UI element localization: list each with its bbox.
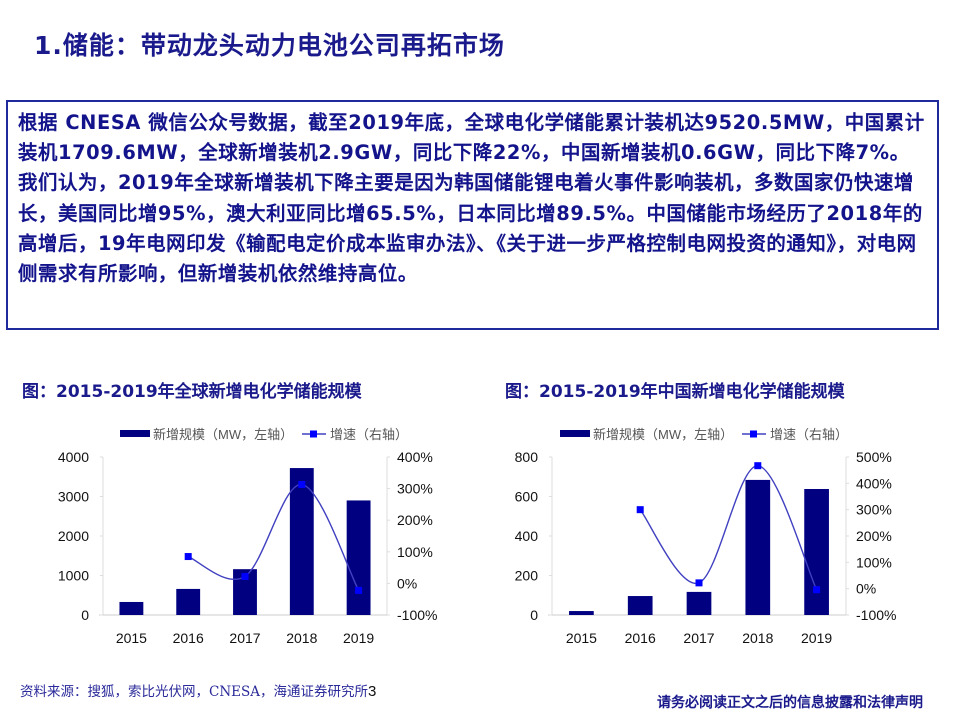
legend-bar-label: 新增规模（MW，左轴） <box>593 427 733 442</box>
chart-title-china: 图：2015-2019年中国新增电化学储能规模 <box>505 382 845 402</box>
x-tick: 2018 <box>286 630 317 646</box>
growth-marker <box>355 586 363 594</box>
bar-2019 <box>346 500 371 615</box>
page-number: 3 <box>368 683 377 700</box>
bar-2015 <box>119 601 144 615</box>
legend-bar-swatch <box>120 430 150 437</box>
x-tick: 2017 <box>229 630 260 646</box>
disclaimer: 请务必阅读正文之后的信息披露和法律声明 <box>657 695 923 711</box>
chart-china-svg: 新增规模（MW，左轴） 增速（右轴） 0 200 400 600 800 -100% 0% 100… <box>515 427 897 646</box>
y-right-tick: 300% <box>397 481 433 497</box>
summary-box: 根据 CNESA 微信公众号数据，截至2019年底，全球电化学储能累计装机达95… <box>6 100 939 330</box>
growth-marker <box>754 462 762 470</box>
chart-global-svg: 新增规模（MW，左轴） 增速（右轴） 0 1000 2000 3000 4000 -100% 0… <box>58 427 438 646</box>
growth-marker <box>241 572 249 580</box>
growth-marker <box>636 506 644 514</box>
y-right-tick: 200% <box>856 528 892 544</box>
source-note: 资料来源：搜狐，索比光伏网，CNESA，海通证券研究所3 <box>20 680 376 700</box>
bar-2017 <box>233 569 257 615</box>
source-text: 资料来源：搜狐，索比光伏网，CNESA，海通证券研究所 <box>20 684 368 700</box>
y-right-tick: 0% <box>856 581 876 597</box>
chart-title-global: 图：2015-2019年全球新增电化学储能规模 <box>22 382 362 402</box>
y-left-tick: 4000 <box>58 449 89 465</box>
bar-2015 <box>569 611 594 615</box>
y-right-tick: 200% <box>397 512 433 528</box>
x-tick: 2015 <box>116 630 147 646</box>
legend-line-label: 增速（右轴） <box>330 427 408 442</box>
x-tick: 2018 <box>742 630 773 646</box>
y-left-tick: 0 <box>530 607 538 623</box>
y-right-tick: 0% <box>397 575 417 591</box>
y-left-tick: 3000 <box>58 489 89 505</box>
y-left-tick: 0 <box>81 607 89 623</box>
chart-legend: 新增规模（MW，左轴） 增速（右轴） <box>560 427 848 442</box>
growth-marker <box>813 586 821 594</box>
y-left-tick: 400 <box>515 528 539 544</box>
chart-global: 新增规模（MW，左轴） 增速（右轴） 0 1000 2000 3000 4000 -100% 0… <box>40 420 460 659</box>
page-title: 1.储能：带动龙头动力电池公司再拓市场 <box>34 31 505 60</box>
growth-marker <box>695 579 703 587</box>
y-right-tick: 100% <box>856 554 892 570</box>
growth-marker <box>298 480 306 488</box>
x-tick: 2016 <box>173 630 204 646</box>
x-tick: 2019 <box>343 630 374 646</box>
summary-text: 根据 CNESA 微信公众号数据，截至2019年底，全球电化学储能累计装机达95… <box>18 111 925 286</box>
x-tick: 2016 <box>625 630 656 646</box>
bar-2016 <box>176 588 201 615</box>
y-right-tick: 400% <box>856 475 892 491</box>
x-tick: 2017 <box>683 630 714 646</box>
y-right-tick: 500% <box>856 449 892 465</box>
chart-china: 新增规模（MW，左轴） 增速（右轴） 0 200 400 600 800 -100% 0% 100… <box>500 420 930 659</box>
chart-legend: 新增规模（MW，左轴） 增速（右轴） <box>120 427 408 442</box>
legend-bar-swatch <box>560 430 590 437</box>
y-right-tick: -100% <box>397 607 437 623</box>
y-right-tick: -100% <box>856 607 896 623</box>
legend-line-label: 增速（右轴） <box>770 427 848 442</box>
x-tick: 2019 <box>801 630 832 646</box>
growth-line <box>187 483 360 591</box>
y-right-tick: 100% <box>397 544 433 560</box>
bar-2018 <box>745 479 771 615</box>
y-left-tick: 200 <box>515 568 539 584</box>
bar-2016 <box>627 596 653 615</box>
bar-2019 <box>804 488 829 615</box>
x-tick: 2015 <box>566 630 597 646</box>
y-left-tick: 2000 <box>58 528 89 544</box>
growth-line <box>639 464 818 591</box>
bar-2017 <box>686 591 712 615</box>
y-right-tick: 400% <box>397 449 433 465</box>
growth-marker <box>184 553 192 561</box>
bar-2018 <box>289 468 314 615</box>
legend-bar-label: 新增规模（MW，左轴） <box>153 427 293 442</box>
y-left-tick: 800 <box>515 449 539 465</box>
y-right-tick: 300% <box>856 502 892 518</box>
y-left-tick: 600 <box>515 489 539 505</box>
y-left-tick: 1000 <box>58 568 89 584</box>
legend-line-marker <box>310 430 317 438</box>
legend-line-marker <box>750 430 757 438</box>
